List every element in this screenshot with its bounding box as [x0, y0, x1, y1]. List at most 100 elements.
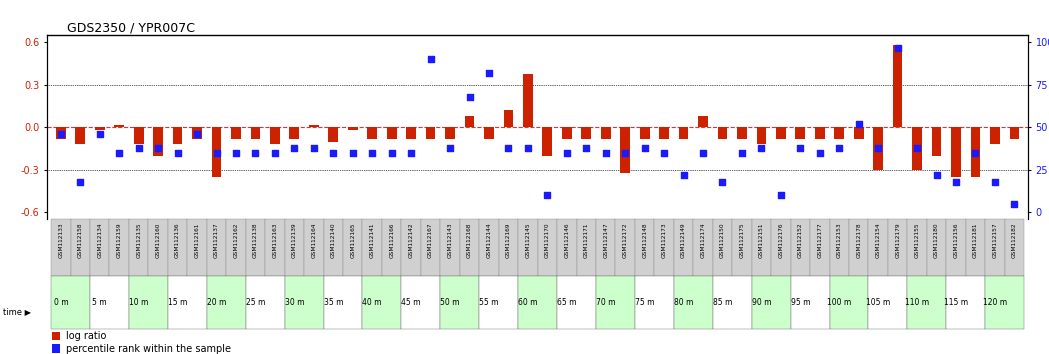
- Point: [539, 193, 556, 198]
- Text: GDS2350 / YPR007C: GDS2350 / YPR007C: [67, 21, 195, 34]
- Text: 95 m: 95 m: [791, 298, 810, 307]
- FancyBboxPatch shape: [557, 219, 577, 276]
- Text: 70 m: 70 m: [596, 298, 616, 307]
- FancyBboxPatch shape: [946, 276, 985, 329]
- Text: GSM112155: GSM112155: [915, 222, 920, 258]
- Bar: [231, 127, 241, 139]
- Text: GSM112167: GSM112167: [428, 222, 433, 258]
- Point: [72, 179, 89, 185]
- Bar: [679, 127, 688, 139]
- FancyBboxPatch shape: [441, 276, 479, 329]
- FancyBboxPatch shape: [732, 219, 752, 276]
- Text: GSM112133: GSM112133: [59, 222, 63, 258]
- Bar: [737, 127, 747, 139]
- Bar: [192, 127, 201, 139]
- Text: GSM112135: GSM112135: [136, 222, 142, 258]
- FancyBboxPatch shape: [1005, 219, 1024, 276]
- Bar: [874, 127, 883, 170]
- Point: [637, 145, 654, 151]
- Text: GSM112138: GSM112138: [253, 222, 258, 258]
- FancyBboxPatch shape: [830, 219, 849, 276]
- Bar: [367, 127, 377, 139]
- Text: GSM112137: GSM112137: [214, 222, 219, 258]
- Text: 120 m: 120 m: [983, 298, 1007, 307]
- Bar: [173, 127, 183, 144]
- Point: [986, 179, 1003, 185]
- Point: [870, 145, 886, 151]
- Text: 15 m: 15 m: [168, 298, 188, 307]
- Text: 90 m: 90 m: [752, 298, 771, 307]
- FancyBboxPatch shape: [227, 219, 245, 276]
- FancyBboxPatch shape: [284, 276, 323, 329]
- Text: GSM112179: GSM112179: [895, 222, 900, 258]
- FancyBboxPatch shape: [304, 219, 323, 276]
- Text: GSM112163: GSM112163: [273, 222, 277, 258]
- FancyBboxPatch shape: [129, 219, 148, 276]
- Bar: [504, 110, 513, 127]
- Bar: [153, 127, 163, 156]
- FancyBboxPatch shape: [752, 219, 771, 276]
- Point: [753, 145, 770, 151]
- Point: [676, 172, 692, 178]
- FancyBboxPatch shape: [830, 276, 869, 329]
- FancyBboxPatch shape: [791, 276, 830, 329]
- Bar: [756, 127, 766, 144]
- Bar: [718, 127, 727, 139]
- Text: GSM112143: GSM112143: [448, 222, 452, 258]
- Point: [617, 150, 634, 156]
- Bar: [484, 127, 494, 139]
- Bar: [795, 127, 806, 139]
- Text: 35 m: 35 m: [323, 298, 343, 307]
- Text: GSM112180: GSM112180: [934, 222, 939, 258]
- FancyBboxPatch shape: [907, 219, 927, 276]
- Text: GSM112164: GSM112164: [312, 222, 317, 258]
- Point: [1006, 201, 1023, 207]
- Bar: [932, 127, 941, 156]
- FancyBboxPatch shape: [382, 219, 402, 276]
- Text: GSM112174: GSM112174: [701, 222, 706, 258]
- FancyBboxPatch shape: [109, 219, 129, 276]
- Bar: [523, 74, 533, 127]
- Bar: [893, 45, 902, 127]
- Point: [831, 145, 848, 151]
- Text: GSM112142: GSM112142: [409, 222, 413, 258]
- FancyBboxPatch shape: [966, 219, 985, 276]
- FancyBboxPatch shape: [712, 219, 732, 276]
- FancyBboxPatch shape: [791, 219, 810, 276]
- Point: [714, 179, 731, 185]
- FancyBboxPatch shape: [168, 276, 207, 329]
- Bar: [970, 127, 981, 177]
- Bar: [387, 127, 397, 139]
- FancyBboxPatch shape: [265, 219, 284, 276]
- FancyBboxPatch shape: [635, 219, 655, 276]
- Text: GSM112161: GSM112161: [194, 222, 199, 258]
- FancyBboxPatch shape: [421, 219, 441, 276]
- FancyBboxPatch shape: [946, 219, 966, 276]
- Text: GSM112170: GSM112170: [544, 222, 550, 258]
- FancyBboxPatch shape: [245, 219, 265, 276]
- FancyBboxPatch shape: [323, 219, 343, 276]
- Text: percentile rank within the sample: percentile rank within the sample: [65, 343, 231, 354]
- Text: GSM112154: GSM112154: [876, 222, 881, 258]
- Point: [403, 150, 420, 156]
- FancyBboxPatch shape: [771, 219, 791, 276]
- Point: [248, 150, 264, 156]
- Point: [169, 150, 186, 156]
- FancyBboxPatch shape: [596, 276, 635, 329]
- Bar: [52, 332, 60, 341]
- Bar: [990, 127, 1000, 144]
- FancyBboxPatch shape: [284, 219, 304, 276]
- Text: GSM112150: GSM112150: [720, 222, 725, 258]
- Text: GSM112141: GSM112141: [369, 222, 374, 258]
- Point: [305, 145, 322, 151]
- FancyBboxPatch shape: [869, 219, 887, 276]
- Text: GSM112149: GSM112149: [681, 222, 686, 258]
- FancyBboxPatch shape: [518, 219, 537, 276]
- Point: [928, 172, 945, 178]
- Point: [597, 150, 614, 156]
- Bar: [854, 127, 863, 139]
- FancyBboxPatch shape: [635, 276, 673, 329]
- Bar: [52, 344, 60, 353]
- Bar: [426, 127, 435, 139]
- FancyBboxPatch shape: [752, 276, 791, 329]
